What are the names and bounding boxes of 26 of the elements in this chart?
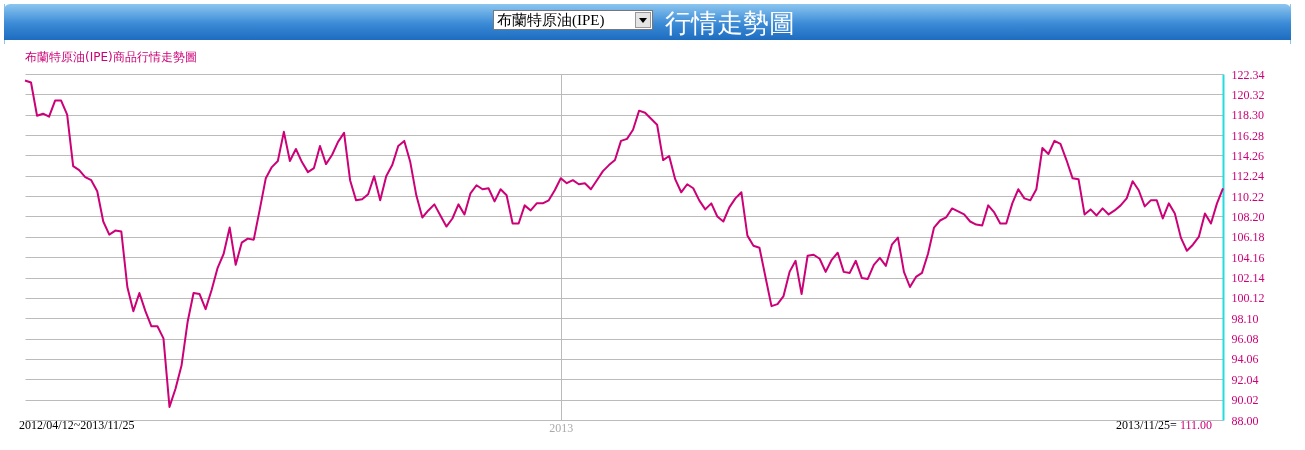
- y-tick-label: 120.32: [1231, 87, 1265, 102]
- text: 布蘭特原油(IPE): [497, 12, 605, 28]
- y-tick-label: 118.30: [1231, 108, 1265, 123]
- annotation: 2013/11/25=: [1115, 418, 1177, 432]
- y-tick-label: 116.28: [1231, 128, 1265, 143]
- y-tick-label: 96.08: [1231, 332, 1259, 347]
- y-tick-label: 104.16: [1231, 250, 1265, 265]
- line-series: [24, 79, 1224, 408]
- x-tick-label: 2013: [549, 420, 574, 435]
- y-tick-label: 100.12: [1231, 291, 1265, 306]
- y-tick-label: 110.22: [1231, 189, 1265, 204]
- y-tick-label: 94.06: [1231, 352, 1259, 367]
- y-tick-label: 98.10: [1231, 311, 1259, 326]
- y-tick-label: 88.00: [1231, 413, 1259, 428]
- y-tick-label: 90.02: [1231, 393, 1259, 408]
- annotation: 111.00: [1179, 418, 1212, 432]
- chart-title: 行情走勢圖: [665, 7, 795, 40]
- chart-subtitle: 布蘭特原油(IPE)商品行情走勢圖: [25, 50, 197, 64]
- y-tick-label: 122.34: [1231, 67, 1265, 82]
- y-tick-label: 92.04: [1231, 372, 1259, 387]
- y-tick-label: 114.26: [1231, 148, 1265, 163]
- y-tick-label: 112.24: [1231, 169, 1265, 184]
- y-tick-label: 106.18: [1231, 230, 1265, 245]
- y-tick-label: 108.20: [1231, 209, 1265, 224]
- annotation: 2012/04/12~2013/11/25: [19, 418, 135, 433]
- y-tick-label: 102.14: [1231, 271, 1265, 286]
